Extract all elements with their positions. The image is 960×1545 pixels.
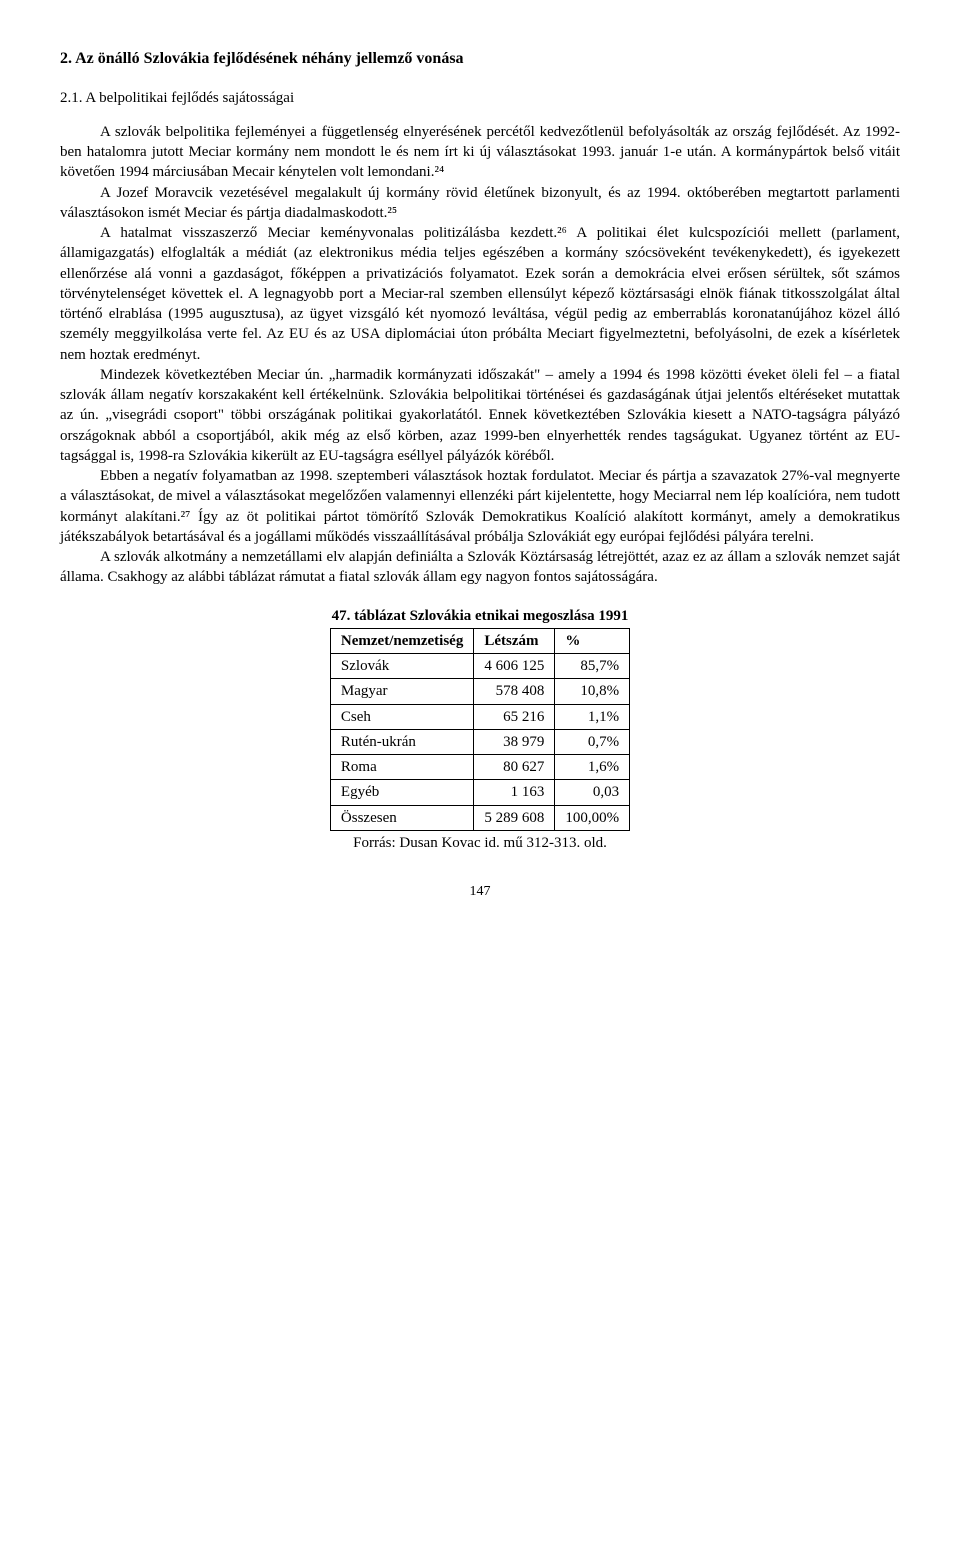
table-row: Egyéb 1 163 0,03 [330, 780, 629, 805]
ethnic-distribution-table-wrap: Nemzet/nemzetiség Létszám % Szlovák 4 60… [60, 628, 900, 831]
cell-count: 65 216 [474, 704, 555, 729]
paragraph-6: A szlovák alkotmány a nemzetállami elv a… [60, 547, 900, 588]
table-header-row: Nemzet/nemzetiség Létszám % [330, 628, 629, 653]
table-row: Magyar 578 408 10,8% [330, 679, 629, 704]
section-heading: 2. Az önálló Szlovákia fejlődésének néhá… [60, 48, 900, 70]
cell-count: 1 163 [474, 780, 555, 805]
table-title: 47. táblázat Szlovákia etnikai megoszlás… [60, 606, 900, 626]
cell-percent: 1,1% [555, 704, 630, 729]
paragraph-3: A hatalmat visszaszerző Meciar keményvon… [60, 223, 900, 365]
cell-count: 4 606 125 [474, 654, 555, 679]
cell-nationality: Összesen [330, 805, 473, 830]
page-number: 147 [60, 883, 900, 902]
cell-percent: 85,7% [555, 654, 630, 679]
cell-percent: 1,6% [555, 755, 630, 780]
subsection-heading: 2.1. A belpolitikai fejlődés sajátossága… [60, 88, 900, 108]
cell-count: 5 289 608 [474, 805, 555, 830]
cell-percent: 0,03 [555, 780, 630, 805]
ethnic-distribution-table: Nemzet/nemzetiség Létszám % Szlovák 4 60… [330, 628, 630, 831]
col-percent: % [555, 628, 630, 653]
table-row: Rutén-ukrán 38 979 0,7% [330, 729, 629, 754]
table-source: Forrás: Dusan Kovac id. mű 312-313. old. [60, 833, 900, 853]
cell-percent: 100,00% [555, 805, 630, 830]
col-count: Létszám [474, 628, 555, 653]
paragraph-4: Mindezek következtében Meciar ún. „harma… [60, 365, 900, 466]
cell-count: 578 408 [474, 679, 555, 704]
paragraph-2: A Jozef Moravcik vezetésével megalakult … [60, 183, 900, 224]
cell-count: 80 627 [474, 755, 555, 780]
paragraph-1: A szlovák belpolitika fejleményei a függ… [60, 122, 900, 183]
table-row: Szlovák 4 606 125 85,7% [330, 654, 629, 679]
cell-percent: 0,7% [555, 729, 630, 754]
col-nationality: Nemzet/nemzetiség [330, 628, 473, 653]
table-row: Roma 80 627 1,6% [330, 755, 629, 780]
cell-nationality: Cseh [330, 704, 473, 729]
cell-nationality: Szlovák [330, 654, 473, 679]
cell-nationality: Roma [330, 755, 473, 780]
cell-nationality: Magyar [330, 679, 473, 704]
table-row: Cseh 65 216 1,1% [330, 704, 629, 729]
cell-percent: 10,8% [555, 679, 630, 704]
cell-nationality: Egyéb [330, 780, 473, 805]
cell-count: 38 979 [474, 729, 555, 754]
table-row-total: Összesen 5 289 608 100,00% [330, 805, 629, 830]
cell-nationality: Rutén-ukrán [330, 729, 473, 754]
paragraph-5: Ebben a negatív folyamatban az 1998. sze… [60, 466, 900, 547]
